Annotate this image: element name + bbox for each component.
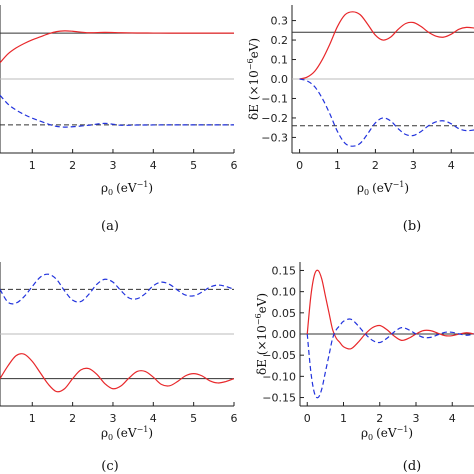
x-tick-label: 4	[448, 159, 455, 172]
y-tick-label: −0.1	[261, 92, 288, 105]
x-tick-label: 6	[231, 412, 238, 425]
x-tick-label: 2	[69, 412, 76, 425]
x-tick-label: 5	[190, 412, 197, 425]
x-tick-label: 4	[150, 159, 157, 172]
y-tick-label: 0.10	[272, 286, 297, 299]
series-line-solid	[299, 11, 474, 80]
series-line-solid	[0, 30, 234, 64]
panel-b: 0 1 2 3 4 −0.3 −0.2 −0.1 0.0 0.1 0.2 0.3 ρ0 (eV−1) δE …	[246, 5, 474, 234]
x-axis-label: ρ0 (eV−1)	[101, 425, 153, 442]
panel-d: 0 1 2 3 4 −0.15 −0.10 −0.05 0.00 0.05 0.10 0.15 ρ0 (e…	[254, 262, 474, 474]
x-tick-label: 2	[376, 412, 383, 425]
y-tick-label: 0.0	[271, 73, 289, 86]
panel-c: 1 2 3 4 5 6 ρ0 (eV−1) (c)	[0, 262, 238, 474]
series-line-solid	[0, 353, 234, 393]
x-axis-label: ρ0 (eV−1)	[357, 180, 409, 197]
series-line-dashed	[299, 78, 474, 147]
x-tick-label: 1	[334, 159, 341, 172]
x-tick-label: 3	[413, 412, 420, 425]
x-tick-label: 3	[109, 412, 116, 425]
x-tick-label: 0	[296, 159, 303, 172]
y-tick-label: 0.05	[272, 307, 297, 320]
x-tick-label: 3	[410, 159, 417, 172]
x-tick-label: 4	[150, 412, 157, 425]
y-tick-label: −0.05	[262, 349, 296, 362]
y-tick-label: −0.15	[262, 392, 296, 405]
plot-area	[300, 269, 474, 399]
x-tick-label: 1	[340, 412, 347, 425]
panel-a: 1 2 3 4 5 6 ρ0 (eV−1) (a)	[0, 5, 238, 234]
panel-caption: (c)	[101, 459, 118, 474]
x-tick-label: 1	[29, 159, 36, 172]
series-line-dashed	[0, 273, 234, 305]
y-tick-label: 0.15	[272, 264, 297, 277]
plot-area	[292, 11, 474, 147]
y-tick-label: −0.10	[262, 370, 296, 383]
x-tick-label: 3	[109, 159, 116, 172]
plot-area	[0, 30, 234, 128]
plot-area	[0, 273, 234, 393]
x-tick-label: 4	[449, 412, 456, 425]
y-tick-label: 0.2	[271, 34, 289, 47]
series-line-dashed	[0, 94, 234, 128]
x-tick-label: 2	[69, 159, 76, 172]
y-axis-label: δE (×10−6eV)	[254, 293, 269, 375]
panel-caption: (d)	[403, 459, 421, 474]
series-line-dashed	[306, 318, 474, 399]
panel-caption: (b)	[403, 219, 421, 234]
y-tick-label: 0.00	[272, 328, 297, 341]
x-tick-label: 2	[372, 159, 379, 172]
x-tick-label: 0	[304, 412, 311, 425]
y-tick-label: 0.1	[271, 54, 289, 67]
y-axis-label: δE (×10−6eV)	[246, 38, 261, 120]
y-tick-label: −0.2	[261, 112, 288, 125]
panel-caption: (a)	[101, 219, 119, 234]
x-axis-label: ρ0 (eV−1)	[101, 180, 153, 197]
y-tick-label: 0.3	[271, 15, 289, 28]
x-tick-label: 6	[231, 159, 238, 172]
x-tick-label: 1	[29, 412, 36, 425]
x-tick-label: 5	[190, 159, 197, 172]
series-line-solid	[306, 269, 474, 350]
x-axis-label: ρ0 (eV−1)	[361, 425, 413, 442]
y-tick-label: −0.3	[261, 131, 288, 144]
